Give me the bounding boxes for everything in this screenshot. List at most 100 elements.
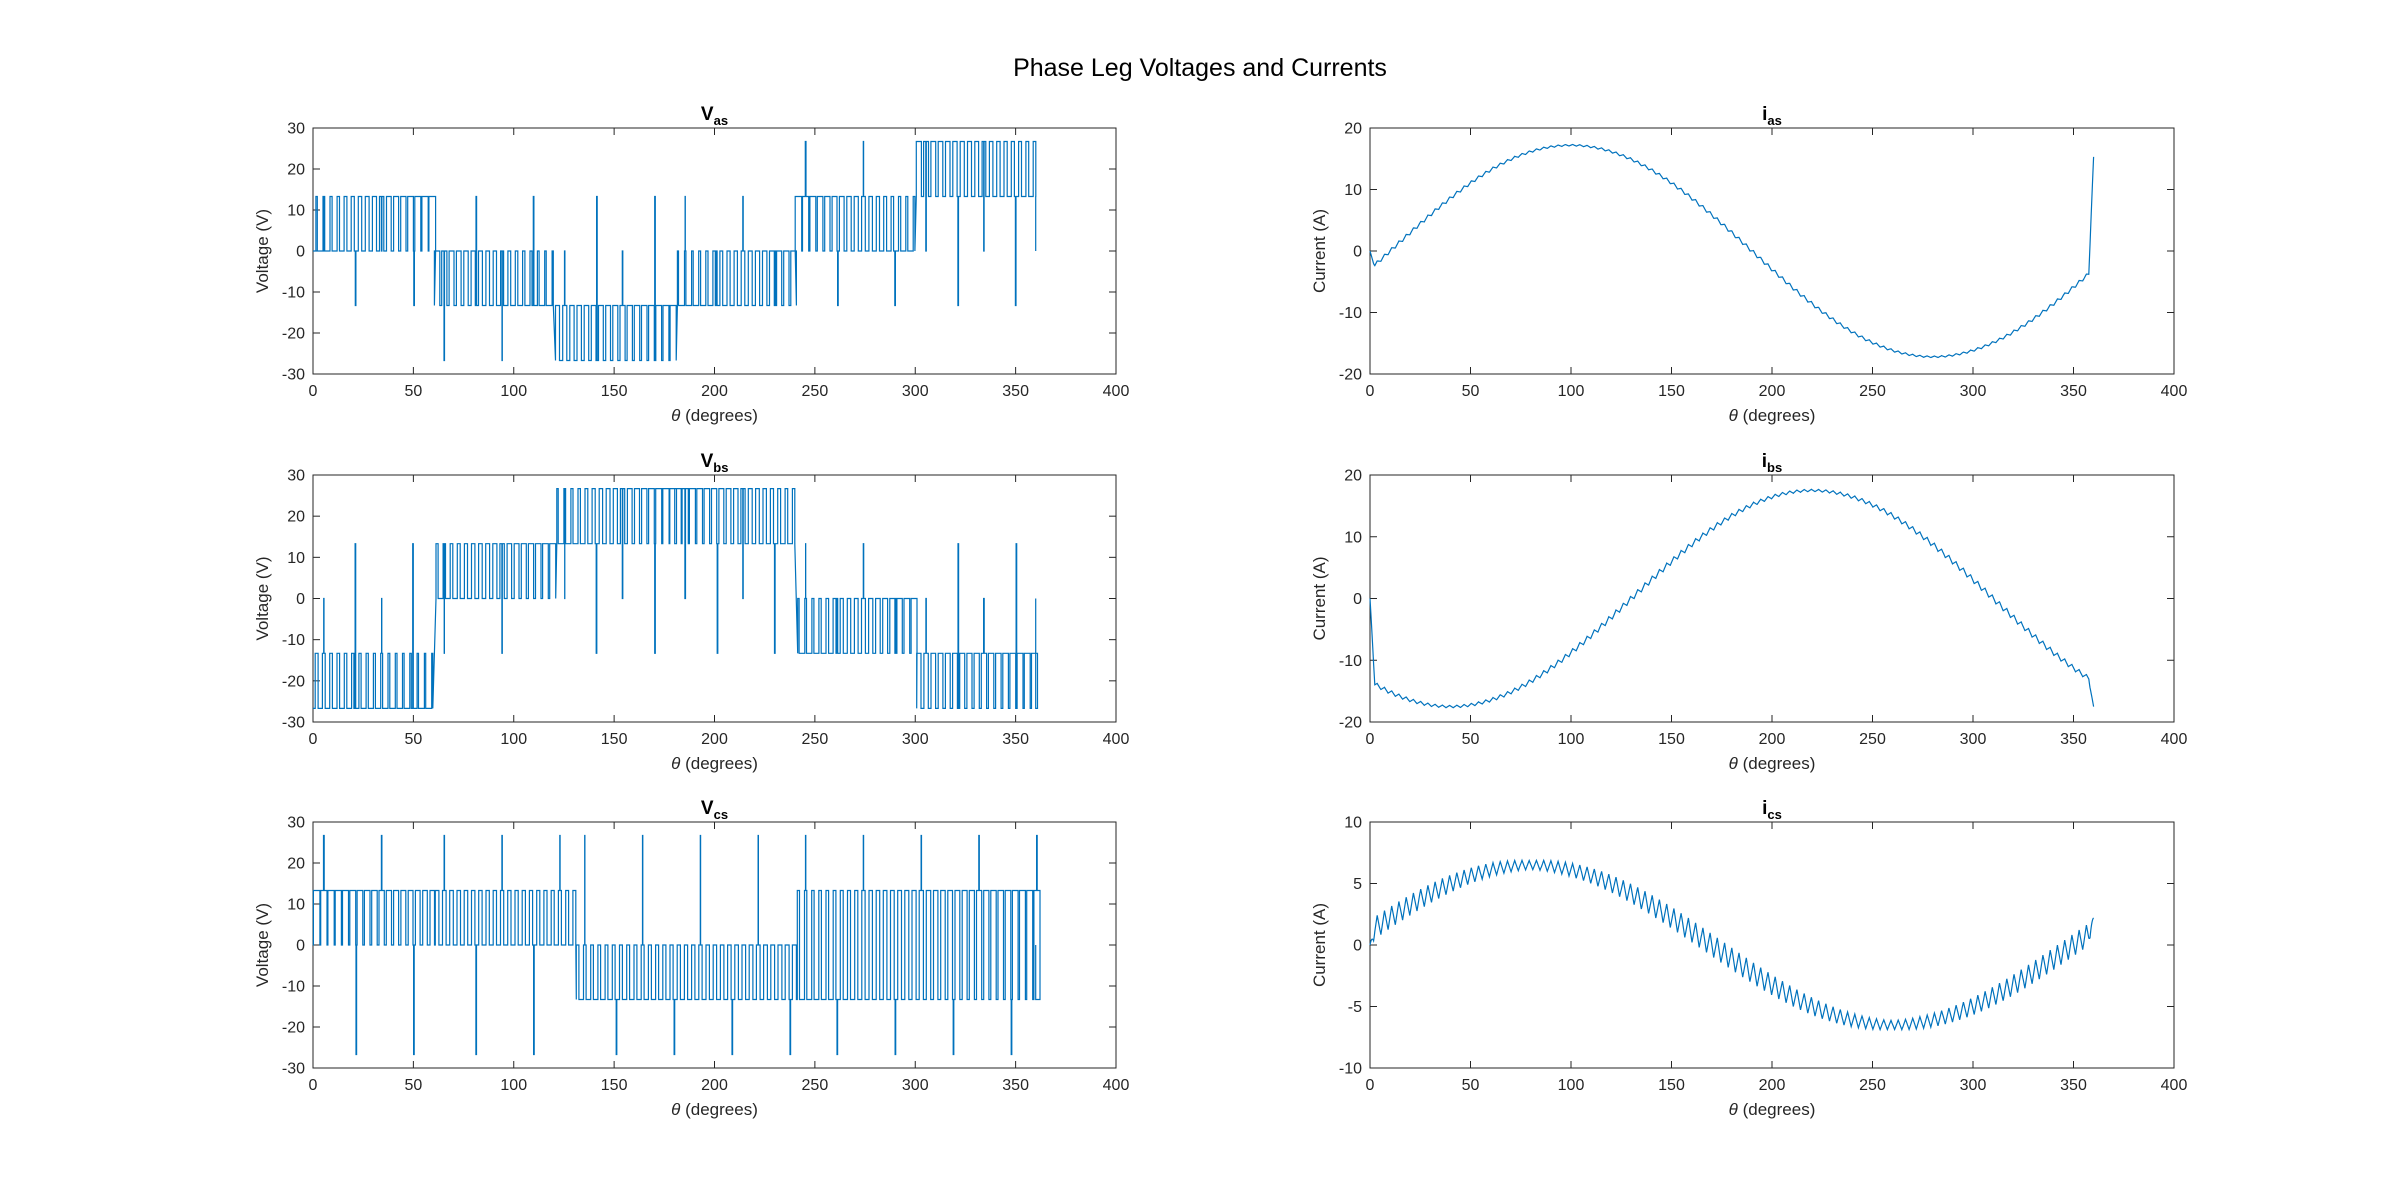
x-tick-label: 200	[701, 383, 728, 400]
x-tick-label: 100	[1558, 731, 1585, 748]
x-tick-label: 150	[601, 1077, 628, 1094]
y-tick-label: -30	[282, 1061, 305, 1078]
x-tick-label: 400	[1103, 383, 1130, 400]
x-tick-label: 250	[1859, 1077, 1886, 1094]
y-tick-label: -10	[282, 285, 305, 302]
x-tick-label: 400	[2161, 731, 2188, 748]
x-tick-label: 0	[309, 731, 318, 748]
x-tick-label: 200	[1759, 731, 1786, 748]
y-tick-label: 20	[287, 162, 305, 179]
figure-title: Phase Leg Voltages and Currents	[1013, 54, 1387, 82]
x-tick-label: 350	[2060, 731, 2087, 748]
x-axis-label-ics: θ (degrees)	[1729, 1100, 1816, 1119]
x-tick-label: 300	[1960, 383, 1987, 400]
y-tick-label: 0	[296, 244, 305, 261]
y-tick-label: 10	[1344, 815, 1362, 832]
y-tick-label: 10	[287, 897, 305, 914]
x-tick-label: 100	[500, 1077, 527, 1094]
x-tick-label: 250	[802, 383, 829, 400]
y-tick-label: -20	[1339, 715, 1362, 732]
x-tick-label: 0	[309, 1077, 318, 1094]
subplot-ias: 0 50 100 150 200 250 300 350 400 -20 -10 0 10 20 ias θ …	[1310, 104, 2187, 425]
y-tick-label: 30	[287, 468, 305, 485]
y-tick-label: 5	[1353, 876, 1362, 893]
y-tick-label: 0	[1353, 938, 1362, 955]
x-tick-label: 300	[902, 1077, 929, 1094]
series-line-vbs	[313, 488, 1039, 709]
y-axis-label-ics: Current (A)	[1310, 903, 1329, 987]
plot-area-ibs	[1369, 474, 2175, 723]
x-tick-label: 400	[2161, 383, 2188, 400]
x-tick-label: 250	[1859, 383, 1886, 400]
x-axis-label-vbs: θ (degrees)	[671, 754, 758, 773]
subplot-title-vbs: Vbs	[701, 451, 729, 475]
x-tick-label: 100	[1558, 1077, 1585, 1094]
y-tick-label: -20	[1339, 367, 1362, 384]
y-axis-label-ibs: Current (A)	[1310, 556, 1329, 640]
series-line-vcs	[312, 834, 1041, 1056]
x-tick-label: 150	[601, 731, 628, 748]
y-tick-label: 0	[1353, 244, 1362, 261]
y-tick-label: 30	[287, 121, 305, 138]
x-tick-label: 350	[2060, 1077, 2087, 1094]
y-tick-label: 10	[287, 203, 305, 220]
y-tick-label: 10	[1344, 529, 1362, 546]
subplot-title-ics: ics	[1762, 798, 1782, 822]
plot-area-ics	[1369, 821, 2175, 1069]
y-tick-label: 0	[1353, 591, 1362, 608]
y-tick-label: 20	[287, 509, 305, 526]
x-tick-label: 50	[404, 383, 422, 400]
x-tick-label: 350	[1002, 731, 1029, 748]
x-tick-label: 200	[1759, 383, 1786, 400]
x-tick-label: 0	[309, 383, 318, 400]
x-tick-label: 150	[1658, 731, 1685, 748]
x-tick-label: 100	[1558, 383, 1585, 400]
subplot-vcs: 0 50 100 150 200 250 300 350 400 -30 -20 -10 0 10 20 30…	[253, 798, 1129, 1119]
subplot-ics: 0 50 100 150 200 250 300 350 400 -10 -5 0 5 10 ics θ (d…	[1310, 798, 2187, 1119]
x-tick-label: 400	[2161, 1077, 2188, 1094]
y-axis-label-vbs: Voltage (V)	[253, 556, 272, 640]
y-tick-label: -5	[1348, 999, 1362, 1016]
y-tick-label: 0	[296, 938, 305, 955]
subplot-vas: 0 50 100 150 200 250 300 350 400 -30 -20 -10 0 10 20 30…	[253, 104, 1129, 425]
series-line-ics	[1369, 858, 2095, 1032]
y-tick-label: -20	[282, 673, 305, 690]
subplot-title-vcs: Vcs	[701, 798, 728, 822]
y-tick-label: -10	[1339, 305, 1362, 322]
subplot-ibs: 0 50 100 150 200 250 300 350 400 -20 -10 0 10 20 ibs θ …	[1310, 451, 2187, 773]
y-axis-label-vcs: Voltage (V)	[253, 903, 272, 987]
x-tick-label: 200	[1759, 1077, 1786, 1094]
x-tick-label: 0	[1366, 383, 1375, 400]
x-tick-label: 250	[802, 731, 829, 748]
y-tick-label: -20	[282, 1020, 305, 1037]
x-tick-label: 250	[802, 1077, 829, 1094]
y-tick-label: -30	[282, 367, 305, 384]
subplot-grid: 0 50 100 150 200 250 300 350 400-30-20-100102030…	[253, 104, 2187, 1119]
series-line-ibs	[1369, 488, 2095, 709]
x-tick-label: 150	[601, 383, 628, 400]
x-tick-label: 50	[1462, 1077, 1480, 1094]
y-tick-label: 0	[296, 591, 305, 608]
subplot-title-vas: Vas	[701, 104, 728, 128]
subplot-title-ias: ias	[1762, 104, 1782, 128]
x-tick-label: 150	[1658, 383, 1685, 400]
x-tick-label: 50	[1462, 383, 1480, 400]
x-tick-label: 300	[1960, 1077, 1987, 1094]
x-tick-label: 150	[1658, 1077, 1685, 1094]
y-axis-label-ias: Current (A)	[1310, 209, 1329, 293]
y-tick-label: -10	[282, 632, 305, 649]
series-line-vas	[313, 140, 1037, 362]
x-tick-label: 250	[1859, 731, 1886, 748]
x-tick-label: 0	[1366, 1077, 1375, 1094]
x-tick-label: 200	[701, 1077, 728, 1094]
x-tick-label: 50	[1462, 731, 1480, 748]
x-axis-label-vcs: θ (degrees)	[671, 1100, 758, 1119]
x-tick-label: 300	[1960, 731, 1987, 748]
y-tick-label: 20	[287, 856, 305, 873]
subplot-title-ibs: ibs	[1762, 451, 1782, 475]
y-tick-label: -20	[282, 326, 305, 343]
x-tick-label: 350	[2060, 383, 2087, 400]
y-tick-label: 30	[287, 815, 305, 832]
x-tick-label: 50	[404, 1077, 422, 1094]
